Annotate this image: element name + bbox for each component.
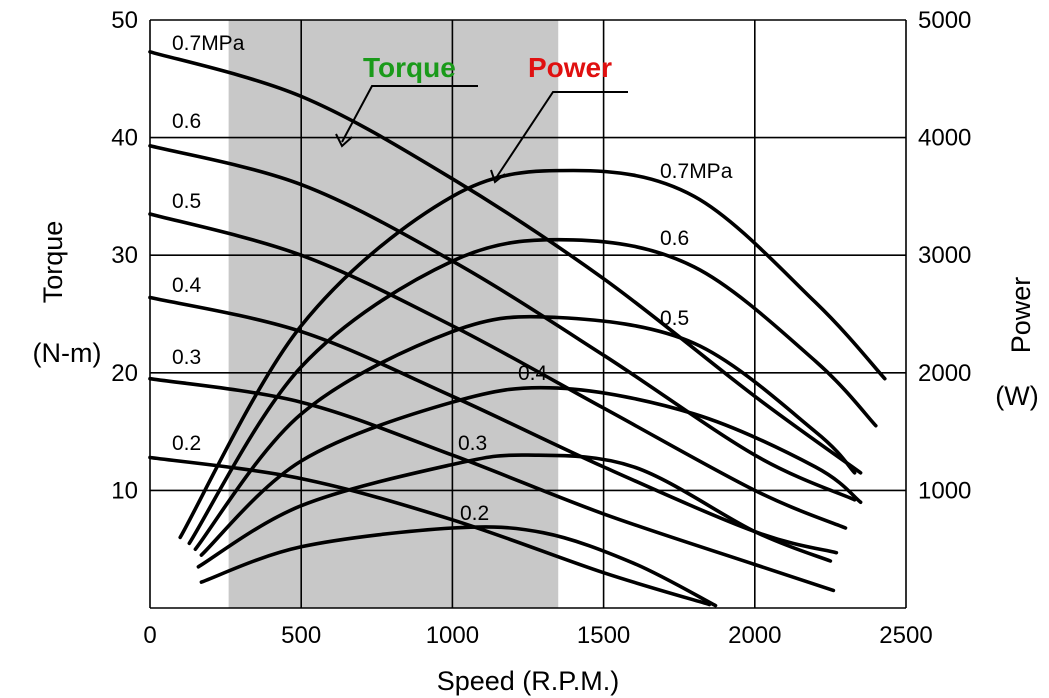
curve-layer [148, 50, 887, 608]
y-left-tick-label: 10 [111, 477, 138, 504]
x-tick-label: 0 [143, 622, 156, 649]
label-layer: 0 500 1000 1500 2000 2500 10 20 30 40 50 1000 2000 30… [33, 7, 1039, 696]
torque-curve-label: 0.7MPa [172, 32, 245, 55]
power-curve-label: 0.4 [518, 362, 548, 385]
power-curve-0 [178, 168, 887, 540]
power-callout: Power [528, 52, 612, 83]
y-right-axis-unit: (W) [995, 381, 1038, 411]
y-right-tick-label: 5000 [918, 7, 971, 34]
power-callout-leader [495, 91, 628, 179]
power-curve-2 [193, 314, 857, 551]
power-curve-4 [196, 453, 833, 569]
torque-curve-0 [148, 50, 863, 475]
y-left-tick-label: 20 [111, 360, 138, 387]
y-right-tick-label: 1000 [918, 477, 971, 504]
x-tick-label: 2500 [879, 622, 932, 649]
torque-curve-label: 0.6 [172, 110, 201, 133]
power-curve-label: 0.3 [458, 432, 487, 455]
power-curve-3 [199, 385, 863, 557]
y-right-axis-title: Power [1006, 277, 1036, 354]
y-left-axis-unit: (N-m) [33, 338, 102, 368]
torque-curve-label: 0.3 [172, 346, 201, 369]
torque-curve-2 [148, 212, 848, 530]
power-curve-label: 0.5 [660, 307, 689, 330]
x-tick-label: 2000 [728, 622, 781, 649]
torque-callout-leader [341, 85, 478, 143]
grid-layer [149, 19, 907, 609]
y-right-tick-label: 2000 [918, 360, 971, 387]
y-left-tick-label: 50 [111, 7, 138, 34]
power-curve-label: 0.6 [660, 227, 689, 250]
y-right-tick-label: 3000 [918, 242, 971, 269]
x-tick-label: 500 [281, 622, 321, 649]
x-axis-title: Speed (R.P.M.) [437, 666, 620, 696]
power-callout-arrowhead [490, 169, 506, 184]
torque-curve-label: 0.4 [172, 274, 202, 297]
power-curve-5 [199, 525, 718, 608]
y-left-tick-label: 30 [111, 242, 138, 269]
y-left-tick-label: 40 [111, 125, 138, 152]
highlight-band [228, 20, 559, 608]
y-right-tick-label: 4000 [918, 125, 971, 152]
power-curve-label: 0.7MPa [660, 160, 733, 183]
x-tick-label: 1000 [426, 622, 479, 649]
torque-curve-1 [148, 144, 857, 502]
highlight-band-layer [228, 20, 559, 608]
torque-curve-5 [148, 455, 712, 607]
x-tick-label: 1500 [577, 622, 630, 649]
torque-curve-label: 0.2 [172, 432, 201, 455]
torque-callout-arrowhead [335, 133, 353, 148]
power-curve-1 [187, 237, 878, 546]
y-left-axis-title: Torque [38, 221, 68, 304]
power-curve-label: 0.2 [460, 502, 489, 525]
torque-callout: Torque [363, 52, 456, 83]
torque-curve-label: 0.5 [172, 190, 201, 213]
